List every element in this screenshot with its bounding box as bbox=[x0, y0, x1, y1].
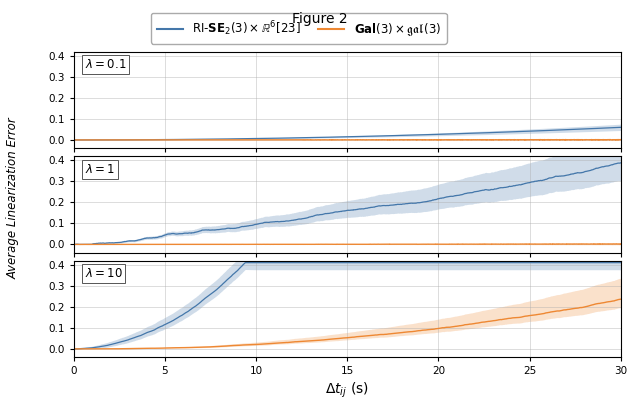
Text: $\lambda=0.1$: $\lambda=0.1$ bbox=[84, 58, 126, 71]
Text: Figure 2: Figure 2 bbox=[292, 12, 348, 26]
Text: $\lambda=10$: $\lambda=10$ bbox=[84, 267, 122, 280]
X-axis label: $\Delta t_{ij}$ (s): $\Delta t_{ij}$ (s) bbox=[325, 380, 369, 397]
Text: $\lambda=1$: $\lambda=1$ bbox=[84, 163, 115, 176]
Text: Average Linearization Error: Average Linearization Error bbox=[6, 118, 19, 279]
Legend: RI-$\mathbf{SE}_2(3)\times\mathbb{R}^6$[23], $\mathbf{Gal}(3)\times\mathfrak{gal: RI-$\mathbf{SE}_2(3)\times\mathbb{R}^6$[… bbox=[150, 13, 447, 44]
